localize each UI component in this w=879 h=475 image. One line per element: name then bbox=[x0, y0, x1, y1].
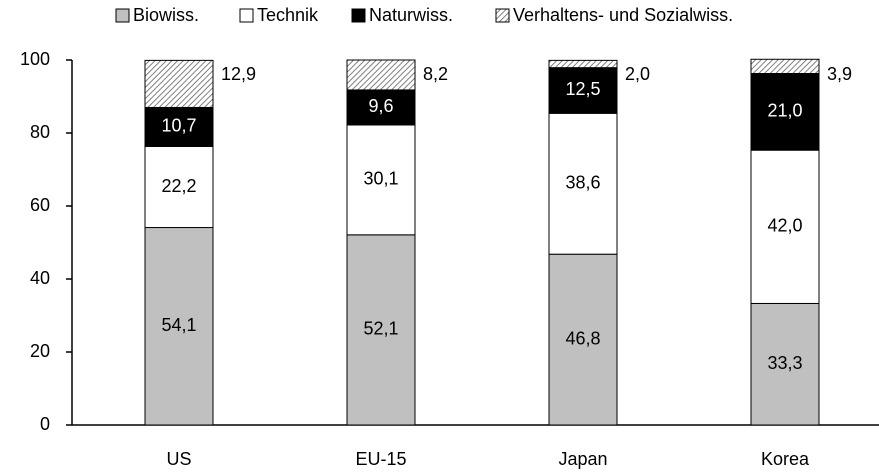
value-label: 12,5 bbox=[565, 79, 600, 99]
legend-label: Naturwiss. bbox=[369, 5, 453, 25]
bar-segment bbox=[346, 234, 416, 426]
legend-label: Biowiss. bbox=[133, 5, 199, 25]
legend-swatch bbox=[351, 8, 366, 23]
legend-swatch bbox=[115, 8, 130, 23]
bar-segment bbox=[144, 106, 214, 148]
y-tick-label: 20 bbox=[30, 341, 50, 361]
bar-segment bbox=[750, 149, 820, 304]
value-label: 22,2 bbox=[161, 176, 196, 196]
value-label: 10,7 bbox=[161, 116, 196, 136]
value-label: 9,6 bbox=[368, 96, 393, 116]
x-tick-label: US bbox=[166, 449, 191, 469]
y-tick-label: 100 bbox=[20, 49, 50, 69]
value-label: 52,1 bbox=[363, 319, 398, 339]
value-label: 54,1 bbox=[161, 315, 196, 335]
value-label: 3,9 bbox=[827, 64, 852, 84]
x-tick-label: EU-15 bbox=[355, 449, 406, 469]
value-label: 33,3 bbox=[767, 353, 802, 373]
bar-segment bbox=[346, 124, 416, 236]
bar-segment bbox=[144, 146, 214, 229]
bar-segment bbox=[548, 112, 618, 255]
y-tick-label: 80 bbox=[30, 122, 50, 142]
legend-swatch bbox=[239, 8, 254, 23]
bar-segment bbox=[548, 59, 618, 69]
y-tick-label: 0 bbox=[40, 414, 50, 434]
value-label: 2,0 bbox=[625, 64, 650, 84]
y-tick-label: 60 bbox=[30, 195, 50, 215]
x-tick-label: Japan bbox=[558, 449, 607, 469]
bar-segment bbox=[144, 59, 214, 108]
value-label: 38,6 bbox=[565, 172, 600, 192]
value-label: 12,9 bbox=[221, 64, 256, 84]
y-tick-label: 40 bbox=[30, 268, 50, 288]
bar-segment bbox=[346, 59, 416, 91]
bar-segment bbox=[750, 58, 820, 75]
value-label: 21,0 bbox=[767, 101, 802, 121]
legend-label: Verhaltens- und Sozialwiss. bbox=[513, 5, 733, 25]
legend-swatch bbox=[495, 8, 510, 23]
legend-label: Technik bbox=[257, 5, 319, 25]
bar-segment bbox=[750, 73, 820, 151]
value-label: 42,0 bbox=[767, 216, 802, 236]
value-label: 46,8 bbox=[565, 328, 600, 348]
bar-segment bbox=[750, 302, 820, 426]
x-tick-label: Korea bbox=[761, 449, 810, 469]
bar-segment bbox=[144, 227, 214, 426]
value-label: 8,2 bbox=[423, 64, 448, 84]
value-label: 30,1 bbox=[363, 169, 398, 189]
bar-segment bbox=[548, 67, 618, 114]
